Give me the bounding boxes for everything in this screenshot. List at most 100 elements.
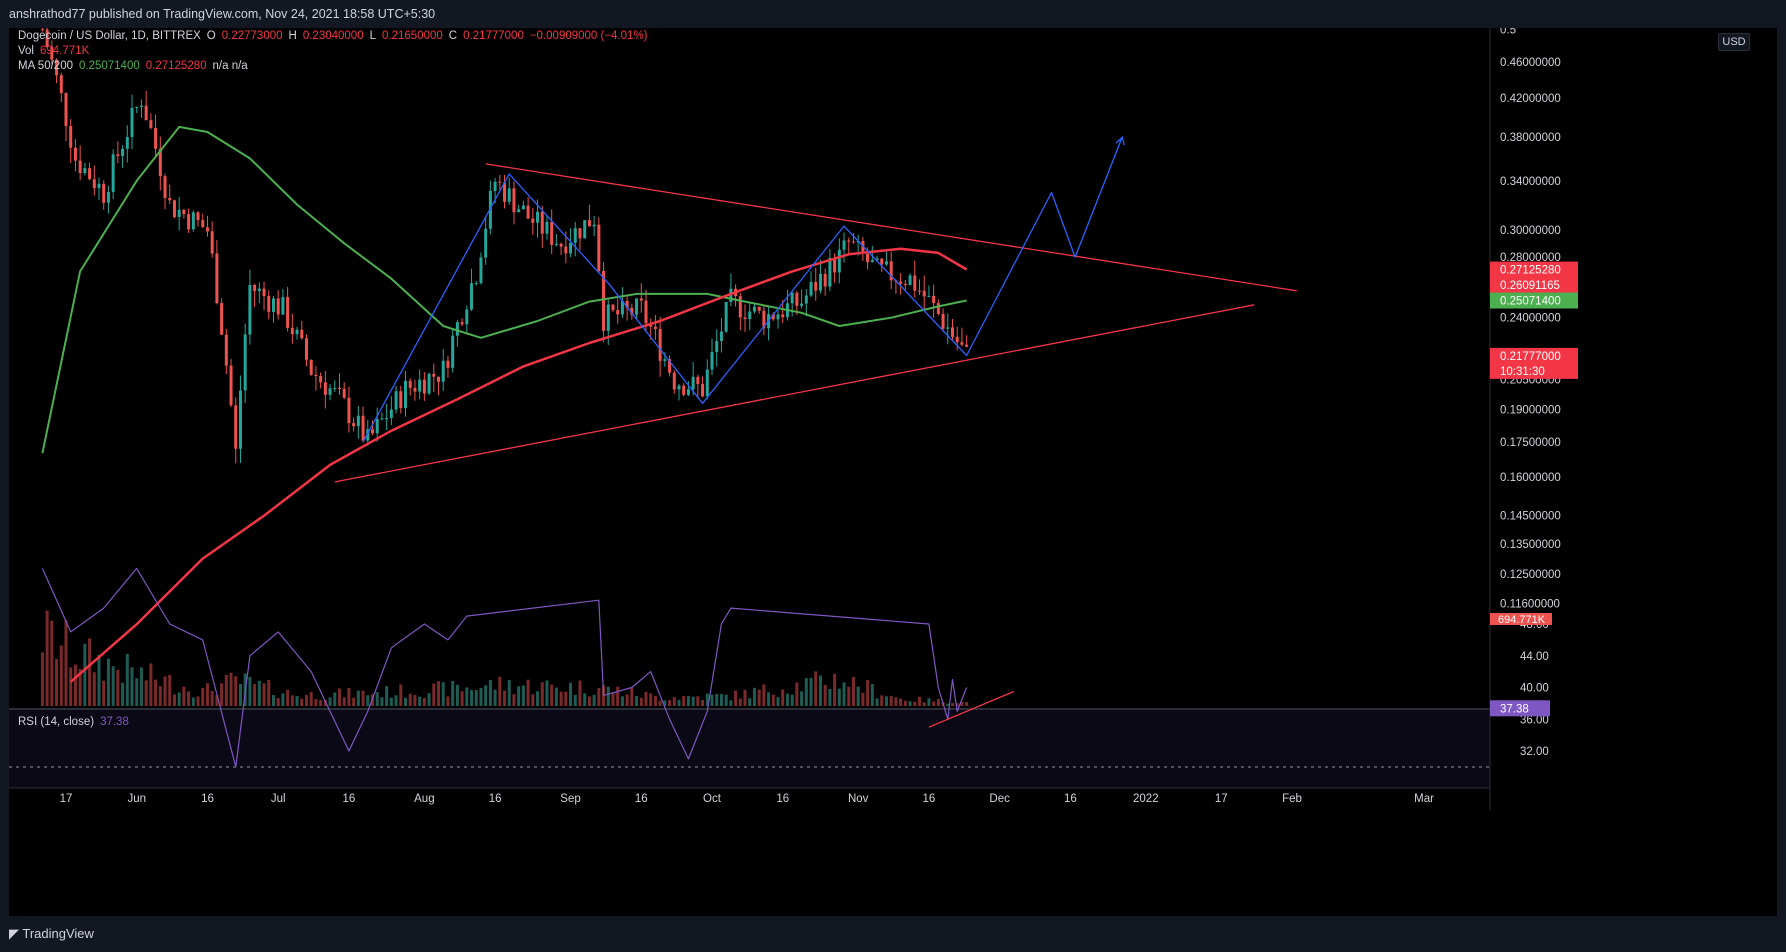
ma-label[interactable]: MA 50/200 bbox=[18, 60, 73, 72]
price-tick-label: 0.24000000 bbox=[1500, 313, 1561, 325]
volume-badge-label: 694.771K bbox=[1498, 614, 1546, 626]
price-tick-label: 0.11600000 bbox=[1500, 598, 1560, 610]
candle-body bbox=[116, 154, 120, 156]
volume-bar bbox=[795, 682, 799, 706]
candle-body bbox=[470, 283, 474, 310]
candle-body bbox=[300, 329, 304, 339]
volume-bar bbox=[50, 620, 54, 706]
candle-body bbox=[526, 205, 530, 219]
volume-bar bbox=[158, 686, 162, 706]
volume-bar bbox=[111, 666, 115, 706]
volume-bar bbox=[649, 693, 653, 706]
candle-body bbox=[880, 258, 884, 265]
currency-button[interactable]: USD bbox=[1718, 33, 1750, 51]
candle-body bbox=[69, 125, 73, 148]
volume-bar bbox=[102, 680, 106, 706]
volume-bar bbox=[578, 680, 582, 706]
volume-bar bbox=[724, 694, 728, 706]
volume-bar bbox=[271, 695, 275, 706]
candle-body bbox=[597, 224, 601, 272]
volume-bar bbox=[404, 697, 408, 706]
candle-body bbox=[512, 188, 516, 213]
volume-bar bbox=[276, 698, 280, 706]
candle-body bbox=[389, 409, 393, 419]
volume-bar bbox=[701, 700, 705, 706]
price-badge bbox=[1490, 292, 1578, 309]
candle-body bbox=[40, 29, 44, 31]
candle-body bbox=[356, 415, 360, 427]
candle-body bbox=[342, 388, 346, 398]
volume-bar bbox=[696, 696, 700, 706]
volume-bar bbox=[290, 695, 294, 706]
candle-body bbox=[408, 380, 412, 388]
volume-bar bbox=[479, 687, 483, 706]
candle-body bbox=[950, 327, 954, 337]
candle-body bbox=[663, 359, 667, 361]
time-tick-label: Mar bbox=[1414, 793, 1434, 805]
volume-bar bbox=[592, 694, 596, 706]
chart-svg[interactable]: 0.5 0.46000000 0.42000000 0.38000000 0.34000… bbox=[9, 28, 1777, 916]
volume-bar bbox=[323, 699, 327, 706]
volume-bar bbox=[361, 690, 365, 706]
volume-bar bbox=[73, 664, 77, 706]
candle-body bbox=[696, 376, 700, 385]
candle-body bbox=[446, 360, 450, 368]
volume-bar bbox=[540, 682, 544, 706]
candle-body bbox=[50, 46, 54, 60]
open-value: 0.22773000 bbox=[221, 30, 283, 42]
volume-bar bbox=[880, 695, 884, 706]
rsi-badge bbox=[1490, 700, 1550, 717]
volume-bar bbox=[262, 683, 266, 706]
chart-frame[interactable]: 0.5 0.46000000 0.42000000 0.38000000 0.34000… bbox=[9, 28, 1777, 916]
candle-body bbox=[710, 352, 714, 370]
volume-bar bbox=[465, 687, 469, 706]
ma200-value: 0.27125280 bbox=[145, 60, 207, 72]
time-tick-label: Dec bbox=[989, 793, 1010, 805]
price-tick-label: 0.38000000 bbox=[1500, 132, 1561, 144]
volume-bar bbox=[172, 694, 176, 706]
volume-bar bbox=[238, 683, 242, 706]
volume-bar bbox=[234, 676, 238, 706]
volume-bar bbox=[40, 652, 44, 706]
candle-body bbox=[172, 200, 176, 217]
candle-body bbox=[639, 298, 643, 301]
candle-body bbox=[809, 281, 813, 296]
candle-body bbox=[686, 389, 690, 395]
volume-bar bbox=[97, 654, 101, 706]
ma-legend: MA 50/200 0.25071400 0.27125280 n/a n/a bbox=[18, 60, 254, 72]
volume-bar bbox=[866, 679, 870, 706]
candle-body bbox=[248, 284, 252, 335]
candle-body bbox=[611, 304, 615, 311]
price-tick-label: 0.46000000 bbox=[1500, 57, 1561, 69]
time-tick-label: 16 bbox=[776, 793, 789, 805]
volume-bar bbox=[470, 690, 474, 706]
candle-body bbox=[559, 243, 563, 247]
candle-body bbox=[432, 373, 436, 377]
volume-bar bbox=[762, 684, 766, 706]
candle-body bbox=[102, 183, 106, 203]
time-tick-label: 16 bbox=[489, 793, 502, 805]
candle-body bbox=[927, 295, 931, 297]
volume-bar bbox=[587, 696, 591, 706]
symbol-name[interactable]: Dogecoin / US Dollar, 1D, BITTREX bbox=[18, 30, 201, 42]
volume-bar bbox=[437, 681, 441, 706]
price-badge bbox=[1490, 347, 1578, 364]
volume-bar bbox=[936, 698, 940, 706]
zigzag-projection-line bbox=[362, 136, 1123, 443]
candle-body bbox=[517, 209, 521, 213]
candle-body bbox=[814, 281, 818, 291]
candle-body bbox=[837, 249, 841, 273]
volume-bar bbox=[257, 680, 261, 706]
tradingview-logo[interactable]: ◤ TradingView bbox=[9, 926, 94, 942]
candle-body bbox=[851, 241, 855, 243]
candle-body bbox=[290, 327, 294, 335]
volume-bar bbox=[503, 690, 507, 706]
volume-bar bbox=[286, 689, 290, 706]
volume-bar bbox=[328, 697, 332, 706]
volume-label[interactable]: Vol bbox=[18, 45, 34, 57]
candle-body bbox=[748, 311, 752, 320]
candle-body bbox=[724, 302, 728, 332]
volume-bar bbox=[521, 685, 525, 706]
rsi-label[interactable]: RSI (14, close) bbox=[18, 716, 95, 728]
candle-body bbox=[903, 283, 907, 286]
